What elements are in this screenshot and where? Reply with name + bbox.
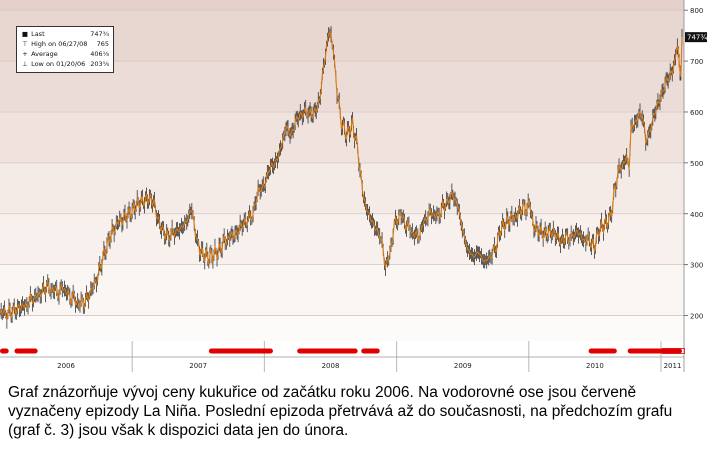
y-tick-label: 500 [690,160,703,168]
y-tick-label: 400 [690,211,703,219]
x-tick-label: 2010 [586,362,604,370]
legend-value: 203⅝ [90,60,109,68]
x-axis: 2006 2007 2008 2009 2010 2011 [0,341,684,372]
x-tick-label: 2011 [664,362,682,370]
price-line [0,32,683,322]
la-nina-episode-bar [14,348,38,354]
x-tick-label: 2007 [189,362,207,370]
y-tick-label: 600 [690,109,703,117]
x-tick-label: 2009 [454,362,472,370]
legend-row-low: ⊥ Low on 01/20/06 203⅝ [21,59,111,69]
y-tick-label: 200 [690,313,703,321]
x-tick-label: 2008 [322,362,340,370]
background-band [0,61,684,112]
y-tick-label: 300 [690,262,703,270]
last-price-label: 747¾ [687,34,707,42]
background-band [0,10,684,62]
legend-label: Low on 01/20/06 [31,60,86,68]
legend-row-average: + Average 406⅛ [21,49,111,59]
legend-value: 406⅛ [90,50,109,58]
y-tick-label: 800 [690,7,703,15]
legend-row-last: ■ Last 747¾ [21,29,111,39]
la-nina-episode-bar [0,348,9,354]
la-nina-episode-continuation [662,348,685,354]
background-band [0,0,684,11]
background-band [0,264,684,316]
average-marker-icon: + [22,50,28,58]
chart-legend: ■ Last 747¾ ⊤ High on 06/27/08 765 + Ave… [16,26,114,73]
figure-caption: Graf znázorňuje vývoj ceny kukuřice od z… [8,384,673,439]
grid-lines [0,0,685,372]
background-band [0,111,684,163]
y-axis: 200 300 400 500 600 700 800 [684,7,703,321]
legend-value: 747¾ [90,30,109,38]
la-nina-episode-bar [208,348,273,354]
legend-label: Average [31,50,58,58]
last-marker-icon: ■ [21,30,29,38]
low-marker-icon: ⊥ [22,60,28,68]
legend-value: 765 [96,40,109,48]
legend-label: Last [31,30,45,38]
la-nina-episodes [0,348,685,354]
y-tick-label: 700 [690,58,703,66]
la-nina-episode-bar [297,348,358,354]
x-tick-label: 2006 [57,362,75,370]
la-nina-episode-bar [627,348,682,354]
x-axis-strip [0,341,707,378]
la-nina-episode-bar [588,348,617,354]
background-band [0,315,684,341]
last-price-flag: 747¾ [685,32,707,43]
legend-label: High on 06/27/08 [31,40,88,48]
la-nina-episode-bar [361,348,380,354]
background-band [0,162,684,214]
legend-row-high: ⊤ High on 06/27/08 765 [21,39,111,49]
background-bands [0,0,707,378]
high-marker-icon: ⊤ [22,40,28,48]
